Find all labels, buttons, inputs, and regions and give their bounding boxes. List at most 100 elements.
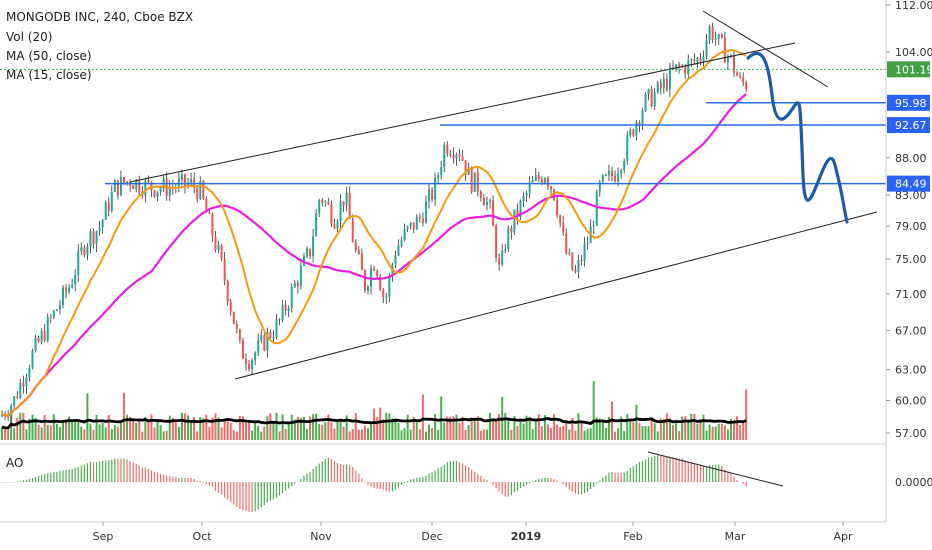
ao-bar (705, 466, 708, 482)
ao-bar (321, 461, 323, 482)
candle-body (373, 268, 376, 271)
ao-bar (675, 457, 677, 482)
ao-bar (245, 482, 247, 512)
ao-bar (190, 478, 192, 482)
candle-body (342, 201, 345, 206)
candle-body (138, 179, 141, 192)
ao-bar (574, 482, 576, 494)
volume-bar (693, 413, 696, 440)
ao-bar (733, 476, 735, 482)
volume-bar (705, 430, 708, 440)
candle-body (601, 175, 604, 182)
ao-bar (721, 465, 723, 482)
candle-body (504, 249, 507, 251)
ao-bar (44, 473, 46, 482)
volume-bar (617, 428, 620, 440)
volume-bar (614, 431, 617, 440)
volume-bar (257, 426, 260, 440)
candle-body (485, 201, 488, 206)
volume-bar (241, 416, 244, 440)
volume-bar (675, 423, 678, 440)
volume-bar (123, 392, 125, 440)
volume-bar (516, 425, 519, 440)
ao-bar (236, 482, 238, 508)
price-tag-bg (887, 175, 930, 192)
volume-bar (19, 412, 22, 440)
ao-bar (111, 459, 113, 482)
volume-bar (357, 429, 360, 440)
volume-bar (74, 420, 77, 440)
volume-bar (269, 413, 272, 440)
volume-bar (184, 413, 186, 440)
ao-bar (214, 482, 217, 491)
ao-bar (343, 465, 345, 482)
candle-body (415, 216, 418, 230)
candle-body (52, 310, 55, 318)
price-tick-label: 104.00 (895, 46, 932, 59)
ao-bar (620, 472, 622, 482)
ao-bar (431, 472, 433, 482)
candle-body (611, 170, 613, 176)
candle-body (119, 177, 122, 196)
volume-bar (351, 428, 354, 440)
ao-bar (196, 480, 198, 482)
ao-bar (102, 460, 104, 482)
candle-body (522, 195, 525, 201)
volume-bar (720, 423, 723, 440)
volume-bar (418, 429, 421, 440)
candle-body (437, 175, 440, 178)
price-tick-label: 63.00 (895, 364, 927, 377)
ao-bar (263, 482, 265, 505)
ao-bar (727, 471, 729, 482)
candle-body (662, 78, 665, 89)
ao-bar (233, 482, 235, 505)
volume-bar (382, 419, 385, 440)
ao-bar (65, 469, 67, 482)
legend-vol: Vol (20) (6, 30, 52, 44)
volume-bar (272, 422, 275, 440)
candle-body (263, 335, 266, 351)
price-tick-label: 67.00 (895, 325, 927, 338)
candle-body (293, 283, 296, 288)
volume-bar (220, 427, 223, 440)
ao-bar (465, 465, 467, 482)
candle-body (470, 167, 473, 192)
candle-body (318, 199, 321, 214)
candle-body (702, 56, 705, 62)
ao-bar (669, 456, 671, 482)
volume-bar (177, 426, 180, 440)
candle-body (272, 336, 275, 339)
volume-bar (119, 422, 122, 440)
volume-bar (238, 416, 241, 440)
candle-body (711, 26, 714, 41)
candle-body (241, 340, 244, 359)
volume-bar (205, 414, 208, 440)
ao-bar (221, 482, 223, 495)
candle-body (333, 223, 336, 229)
volume-bar (315, 413, 318, 440)
candle-body (101, 219, 104, 228)
volume-layer (1, 381, 748, 440)
ao-bar (28, 479, 31, 482)
price-tag-label: 92.67 (895, 119, 927, 132)
candle-body (736, 72, 739, 76)
ao-bar (248, 482, 250, 512)
volume-bar (708, 424, 711, 440)
price-tick-label: 60.00 (895, 394, 927, 407)
time-tick-label: Nov (310, 530, 332, 543)
candle-body (351, 218, 354, 242)
candle-body (626, 135, 629, 161)
candle-body (281, 304, 284, 320)
volume-bar (473, 417, 476, 440)
candle-body (74, 275, 77, 285)
volume-bar (553, 413, 556, 440)
candle-body (614, 175, 617, 182)
ao-bar (260, 482, 262, 508)
price-tick-label: 71.00 (895, 288, 927, 301)
candle-body (321, 199, 324, 203)
volume-bar (586, 428, 589, 440)
candle-body (49, 316, 52, 318)
volume-bar (574, 430, 577, 440)
ao-bar (367, 482, 369, 486)
candle-body (525, 192, 528, 196)
